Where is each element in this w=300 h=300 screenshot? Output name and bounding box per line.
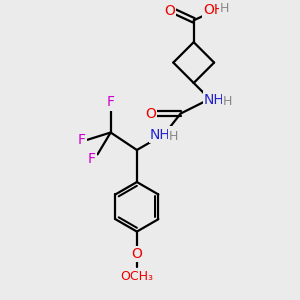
- Text: H: H: [223, 95, 232, 108]
- Text: NH: NH: [204, 93, 224, 106]
- Text: F: F: [88, 152, 96, 166]
- Text: H: H: [169, 130, 178, 143]
- Text: OCH₃: OCH₃: [120, 270, 153, 283]
- Text: O: O: [145, 106, 156, 121]
- Text: H: H: [220, 2, 230, 15]
- Text: O: O: [164, 4, 175, 18]
- Text: F: F: [77, 133, 86, 147]
- Text: NH: NH: [150, 128, 171, 142]
- Text: OH: OH: [203, 3, 225, 17]
- Text: F: F: [107, 95, 115, 110]
- Text: O: O: [131, 247, 142, 261]
